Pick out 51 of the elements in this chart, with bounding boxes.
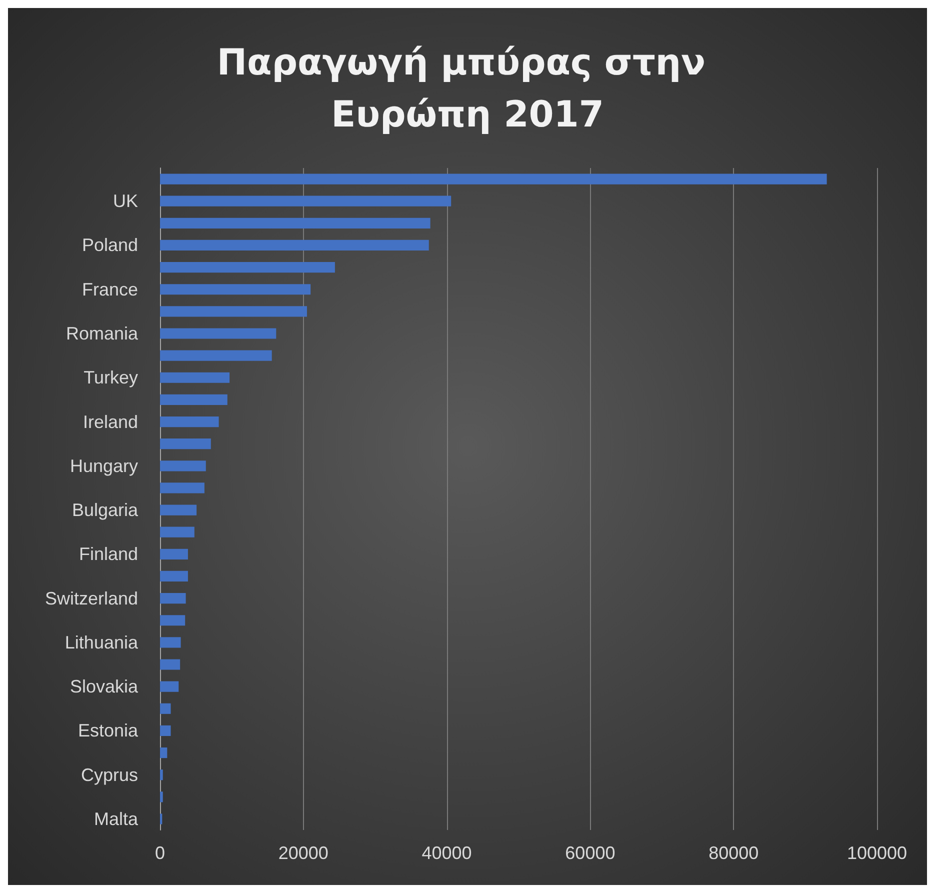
y-tick-label: Estonia [78, 720, 139, 741]
bar [160, 703, 171, 714]
x-tick-label: 40000 [422, 843, 472, 863]
bar [160, 659, 180, 670]
bar [160, 218, 430, 228]
y-tick-label: France [82, 279, 138, 300]
y-tick-label: Ireland [82, 412, 138, 432]
y-tick-label: Malta [94, 808, 139, 829]
y-tick-label: Bulgaria [72, 500, 139, 520]
bar [160, 306, 307, 317]
bar [160, 350, 272, 361]
bar [160, 196, 452, 206]
x-tick-label: 20000 [278, 843, 328, 863]
bar [160, 747, 168, 758]
bar [160, 438, 211, 450]
bar [160, 526, 194, 538]
bar [160, 770, 163, 780]
bar [160, 416, 219, 428]
bar [160, 792, 163, 802]
bar [160, 482, 204, 494]
y-tick-label: Lithuania [64, 632, 139, 652]
bar [160, 372, 230, 383]
y-tick-label: Finland [78, 544, 138, 564]
x-tick-label: 0 [154, 843, 166, 863]
bar [160, 681, 179, 692]
x-tick-label: 100000 [846, 843, 908, 863]
bar [160, 240, 429, 251]
y-tick-label: Slovakia [70, 676, 139, 697]
y-tick-label: Poland [82, 235, 138, 256]
x-tick-label: 80000 [708, 843, 759, 863]
bar [160, 262, 335, 273]
y-tick-label: Cyprus [80, 764, 138, 785]
bar [160, 725, 171, 736]
x-tick-label: 60000 [565, 843, 616, 863]
bar [160, 593, 186, 604]
bar [160, 637, 181, 648]
y-tick-label: Hungary [70, 456, 138, 476]
bar [160, 394, 228, 405]
bar [160, 460, 206, 472]
bar [160, 504, 197, 516]
chart-title: Παραγωγή μπύρας στην Ευρώπη 2017 [216, 42, 718, 136]
bar [160, 615, 186, 626]
bar [160, 548, 188, 560]
bar [160, 174, 827, 184]
bar [160, 284, 311, 295]
y-tick-label: Turkey [84, 368, 138, 388]
bar [160, 328, 276, 339]
y-tick-label: Romania [66, 324, 139, 344]
y-tick-label: Switzerland [44, 588, 138, 608]
y-tick-label: UK [112, 191, 138, 212]
bar [160, 570, 188, 582]
